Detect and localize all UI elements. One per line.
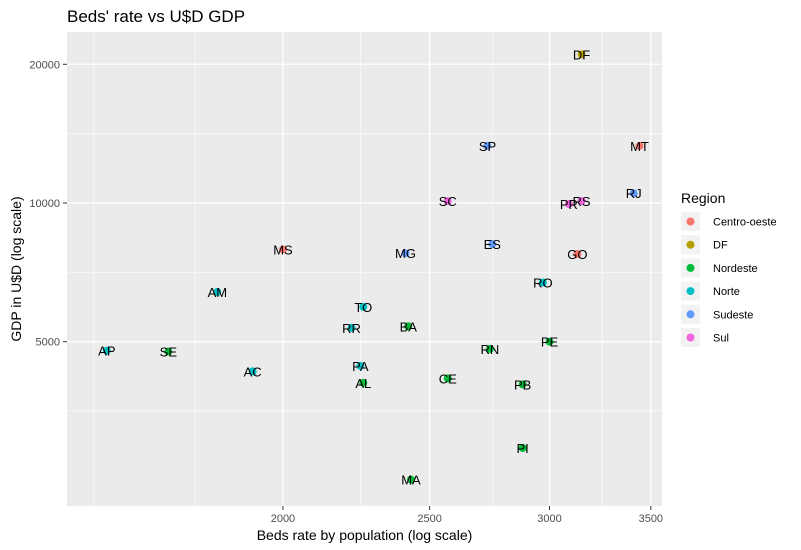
point-label-sp: SP: [479, 139, 496, 154]
data-point-rn: [485, 345, 494, 354]
point-label-pa: PA: [352, 359, 369, 374]
minor-gridlines: [67, 32, 662, 506]
point-label-ce: CE: [439, 372, 457, 387]
data-point-rs: [577, 196, 586, 205]
point-label-pr: PR: [560, 197, 578, 212]
legend-swatch-norte: [686, 287, 695, 296]
x-axis-title: Beds rate by population (log scale): [257, 527, 473, 543]
y-axis: 5000 10000 20000: [29, 59, 67, 349]
data-point-ba: [404, 322, 413, 331]
legend-label-centro-oeste: Centro-oeste: [713, 217, 777, 229]
data-point-mg: [401, 249, 410, 258]
point-label-df: DF: [573, 48, 590, 63]
x-tick-label: 2500: [417, 513, 441, 525]
data-point-rj: [629, 189, 638, 198]
point-label-to: TO: [354, 300, 372, 315]
point-label-mt: MT: [630, 139, 649, 154]
point-label-am: AM: [208, 285, 228, 300]
legend-title: Region: [681, 190, 725, 206]
data-point-mt: [635, 141, 644, 150]
x-tick-label: 3500: [639, 513, 663, 525]
plot-panel: [67, 32, 662, 506]
point-label-ap: AP: [98, 344, 115, 359]
data-point-to: [359, 302, 368, 311]
point-label-rr: RR: [342, 321, 361, 336]
y-tick-label: 10000: [29, 198, 60, 210]
point-label-pe: PE: [541, 335, 559, 350]
data-point-ce: [443, 374, 452, 383]
point-label-ro: RO: [533, 276, 553, 291]
data-point-pa: [356, 361, 365, 370]
data-point-go: [573, 249, 582, 258]
data-point-ac: [248, 367, 257, 376]
data-point-al: [359, 378, 368, 387]
point-label-rj: RJ: [626, 186, 642, 201]
point-label-es: ES: [484, 237, 502, 252]
legend-label-sudeste: Sudeste: [713, 309, 753, 321]
legend-swatch-df: [686, 240, 695, 249]
point-label-ba: BA: [400, 319, 418, 334]
data-point-sp: [483, 141, 492, 150]
point-label-rs: RS: [573, 194, 591, 209]
legend-swatch-sul: [686, 333, 695, 342]
x-tick-label: 3000: [537, 513, 561, 525]
data-point-pb: [518, 380, 527, 389]
data-point-am: [213, 287, 222, 296]
legend-swatch-sudeste: [686, 310, 695, 319]
data-point-se: [164, 347, 173, 356]
point-label-mg: MG: [395, 246, 416, 261]
point-label-ac: AC: [244, 364, 262, 379]
point-label-rn: RN: [481, 342, 500, 357]
x-tick-label: 2000: [271, 513, 295, 525]
data-point-ro: [538, 278, 547, 287]
y-axis-title: GDP in U$D (log scale): [8, 196, 24, 341]
data-point-pi: [518, 443, 527, 452]
data-points: [102, 50, 644, 484]
data-point-sc: [443, 196, 452, 205]
point-label-sc: SC: [439, 194, 457, 209]
point-label-pi: PI: [517, 441, 529, 456]
chart-title: Beds' rate vs U$D GDP: [67, 7, 245, 26]
legend-label-nordeste: Nordeste: [713, 263, 758, 275]
data-point-pe: [545, 337, 554, 346]
point-label-go: GO: [567, 247, 587, 262]
point-label-ma: MA: [401, 473, 421, 488]
point-label-ms: MS: [273, 242, 293, 257]
legend: Region Centro-oeste DF Nordeste Norte Sudest…: [681, 190, 777, 347]
data-point-es: [488, 240, 497, 249]
data-point-rr: [347, 323, 356, 332]
y-tick-label: 20000: [29, 59, 60, 71]
legend-label-norte: Norte: [713, 286, 740, 298]
legend-label-sul: Sul: [713, 333, 729, 345]
major-gridlines: [67, 32, 662, 506]
point-label-al: AL: [355, 376, 371, 391]
data-point-ap: [102, 346, 111, 355]
data-point-ms: [278, 245, 287, 254]
legend-label-df: DF: [713, 240, 728, 252]
x-axis: 2000 2500 3000 3500: [271, 506, 663, 525]
data-point-ma: [406, 475, 415, 484]
legend-swatch-nordeste: [686, 263, 695, 272]
legend-swatch-centro-oeste: [686, 217, 695, 226]
point-label-pb: PB: [514, 377, 531, 392]
data-point-df: [577, 50, 586, 59]
y-tick-label: 5000: [36, 337, 60, 349]
point-label-se: SE: [160, 345, 178, 360]
data-point-pr: [564, 199, 573, 208]
